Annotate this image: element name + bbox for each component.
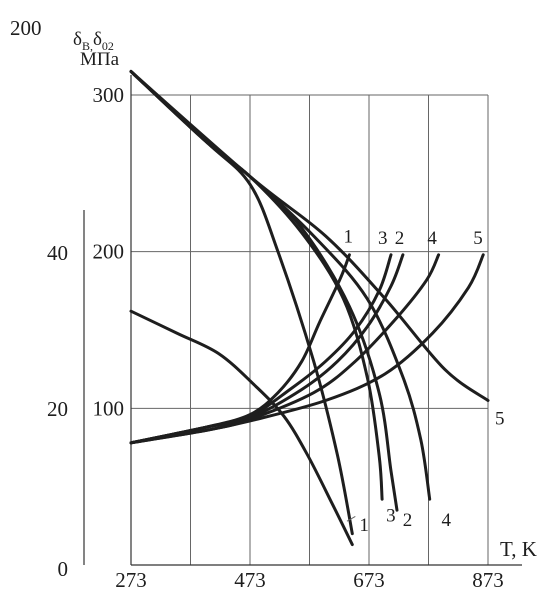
curve-label-strength-3: 3 xyxy=(386,505,396,526)
curve-label-ductility-5: 5 xyxy=(473,228,483,249)
curve-label-strength-5: 5 xyxy=(495,408,505,429)
y-axis-label-unit: МПа xyxy=(80,49,120,70)
strength-curve-unlabeled xyxy=(129,309,354,547)
y-left-tick-label: 200 xyxy=(10,16,42,40)
y-right-tick-label: 100 xyxy=(93,396,125,420)
axes xyxy=(83,75,522,566)
curve-label-ductility-1: 1 xyxy=(344,226,354,247)
x-tick-label: 873 xyxy=(472,568,504,591)
strength-curve-1 xyxy=(129,70,354,536)
x-tick-label: 273 xyxy=(115,568,147,591)
y-right-tick-label: 300 xyxy=(93,83,125,107)
ductility-curve-2 xyxy=(129,253,405,445)
strength-curve-5 xyxy=(129,70,490,402)
y-left-tick-label: 0 xyxy=(58,557,69,581)
x-tick-label: 473 xyxy=(234,568,266,591)
y-left-tick-label: 20 xyxy=(47,397,68,421)
grid xyxy=(131,94,489,565)
y-axis-label-symbol: δВ,δ02 xyxy=(73,29,114,53)
ductility-curve-5 xyxy=(129,253,485,445)
strength-curve-4 xyxy=(129,70,432,501)
x-axis-label: T, K xyxy=(500,537,537,561)
curve-label-strength-2: 2 xyxy=(403,510,413,531)
y-left-tick-label: 40 xyxy=(47,241,68,265)
curve-label-strength-1: 1 xyxy=(359,515,369,536)
x-tick-label: 673 xyxy=(353,568,385,591)
curve-label-ductility-3: 3 xyxy=(378,228,388,249)
curve-label-ductility-2: 2 xyxy=(395,228,405,249)
curves xyxy=(129,70,490,547)
y-right-tick-label: 200 xyxy=(93,240,125,264)
curve-label-strength-4: 4 xyxy=(441,510,451,531)
label-leader-line xyxy=(346,515,356,522)
strength-curve-2 xyxy=(129,70,399,512)
ductility-curve-1 xyxy=(129,253,351,445)
curve-label-ductility-4: 4 xyxy=(427,228,437,249)
